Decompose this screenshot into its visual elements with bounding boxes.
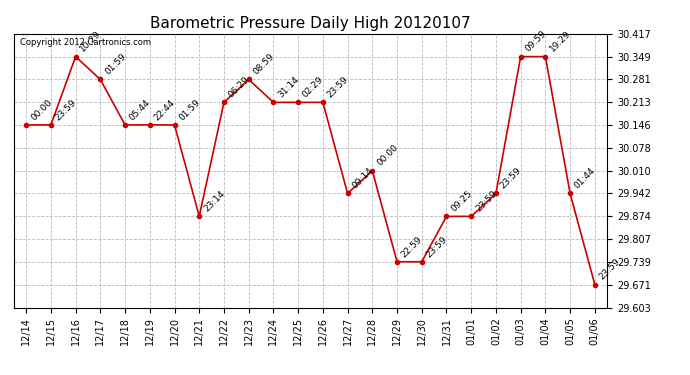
Text: 23:59: 23:59 — [54, 98, 78, 122]
Text: 22:59: 22:59 — [400, 234, 424, 259]
Text: 06:29: 06:29 — [227, 75, 251, 100]
Text: 09:59: 09:59 — [524, 29, 548, 54]
Text: 22:44: 22:44 — [152, 98, 177, 122]
Title: Barometric Pressure Daily High 20120107: Barometric Pressure Daily High 20120107 — [150, 16, 471, 31]
Text: 09:25: 09:25 — [449, 189, 474, 214]
Text: 31:14: 31:14 — [276, 75, 301, 100]
Text: 23:59: 23:59 — [424, 234, 449, 259]
Text: 00:00: 00:00 — [375, 143, 400, 168]
Text: 00:00: 00:00 — [29, 98, 54, 122]
Text: 01:59: 01:59 — [103, 52, 128, 77]
Text: 01:59: 01:59 — [177, 98, 202, 122]
Text: 19:29: 19:29 — [548, 29, 573, 54]
Text: 23:59: 23:59 — [499, 166, 523, 191]
Text: 23:59: 23:59 — [598, 257, 622, 282]
Text: Copyright 2012 Cartronics.com: Copyright 2012 Cartronics.com — [20, 38, 150, 47]
Text: 05:44: 05:44 — [128, 98, 152, 122]
Text: 01:44: 01:44 — [573, 166, 598, 191]
Text: 23:59: 23:59 — [326, 75, 351, 100]
Text: 08:59: 08:59 — [251, 52, 276, 77]
Text: 23:14: 23:14 — [202, 189, 226, 214]
Text: 09:14: 09:14 — [351, 166, 375, 191]
Text: 02:29: 02:29 — [301, 75, 326, 100]
Text: 23:59: 23:59 — [474, 189, 499, 214]
Text: 10:29: 10:29 — [79, 29, 103, 54]
